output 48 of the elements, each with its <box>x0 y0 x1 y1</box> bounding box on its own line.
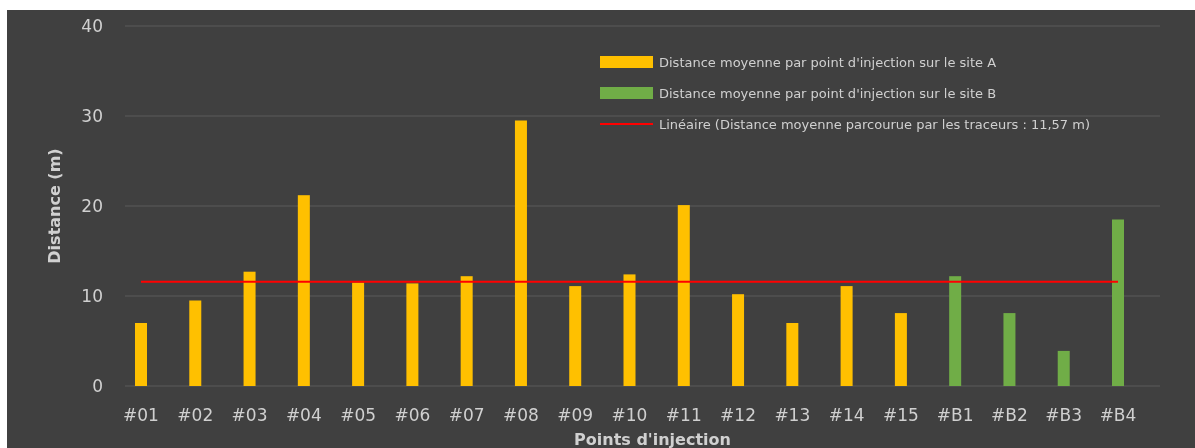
bar <box>840 286 853 386</box>
x-tick-label: #03 <box>231 405 268 425</box>
bar <box>460 276 473 386</box>
bar <box>189 300 202 386</box>
bar <box>352 282 365 386</box>
legend-label: Linéaire (Distance moyenne parcourue par les traceurs : 11,57 m) <box>659 116 1091 132</box>
x-axis-title: Points d'injection <box>574 430 731 448</box>
x-tick-label: #B4 <box>1099 405 1137 425</box>
bar <box>243 271 256 386</box>
x-tick-label: #B2 <box>991 405 1028 425</box>
bar <box>569 286 582 386</box>
bar <box>514 120 527 386</box>
y-tick-label: 10 <box>81 285 103 306</box>
y-tick-label: 20 <box>81 195 103 216</box>
x-tick-label: #14 <box>828 405 865 425</box>
bar <box>786 323 799 386</box>
bar <box>297 195 310 386</box>
legend-label: Distance moyenne par point d'injection sur le site B <box>659 85 997 101</box>
x-tick-label: #12 <box>720 405 756 425</box>
x-tick-label: #B1 <box>936 405 974 425</box>
bar <box>732 294 745 386</box>
bar <box>1003 313 1016 386</box>
x-tick-label: #05 <box>340 405 377 425</box>
x-tick-label: #04 <box>285 405 322 425</box>
x-tick-label: #10 <box>611 405 648 425</box>
bar <box>949 276 962 386</box>
bar <box>677 205 690 386</box>
bar <box>1112 219 1124 386</box>
bar <box>135 323 147 386</box>
bar <box>894 313 907 386</box>
y-axis-title: Distance (m) <box>45 148 64 264</box>
y-tick-label: 40 <box>81 15 103 36</box>
x-tick-label: #09 <box>557 405 594 425</box>
x-tick-label: #07 <box>448 405 485 425</box>
x-tick-label: #01 <box>123 405 159 425</box>
x-tick-label: #11 <box>665 405 702 425</box>
bar <box>623 274 636 386</box>
x-tick-label: #02 <box>177 405 214 425</box>
x-tick-label: #06 <box>394 405 431 425</box>
y-tick-label: 30 <box>81 105 103 126</box>
y-tick-label: 0 <box>92 375 103 396</box>
x-tick-label: #B3 <box>1045 405 1083 425</box>
x-tick-label: #13 <box>774 405 811 425</box>
bar <box>1057 350 1070 386</box>
legend-label: Distance moyenne par point d'injection sur le site A <box>659 54 997 70</box>
bar <box>406 283 419 386</box>
x-tick-label: #15 <box>882 405 919 425</box>
x-tick-label: #08 <box>503 405 539 425</box>
